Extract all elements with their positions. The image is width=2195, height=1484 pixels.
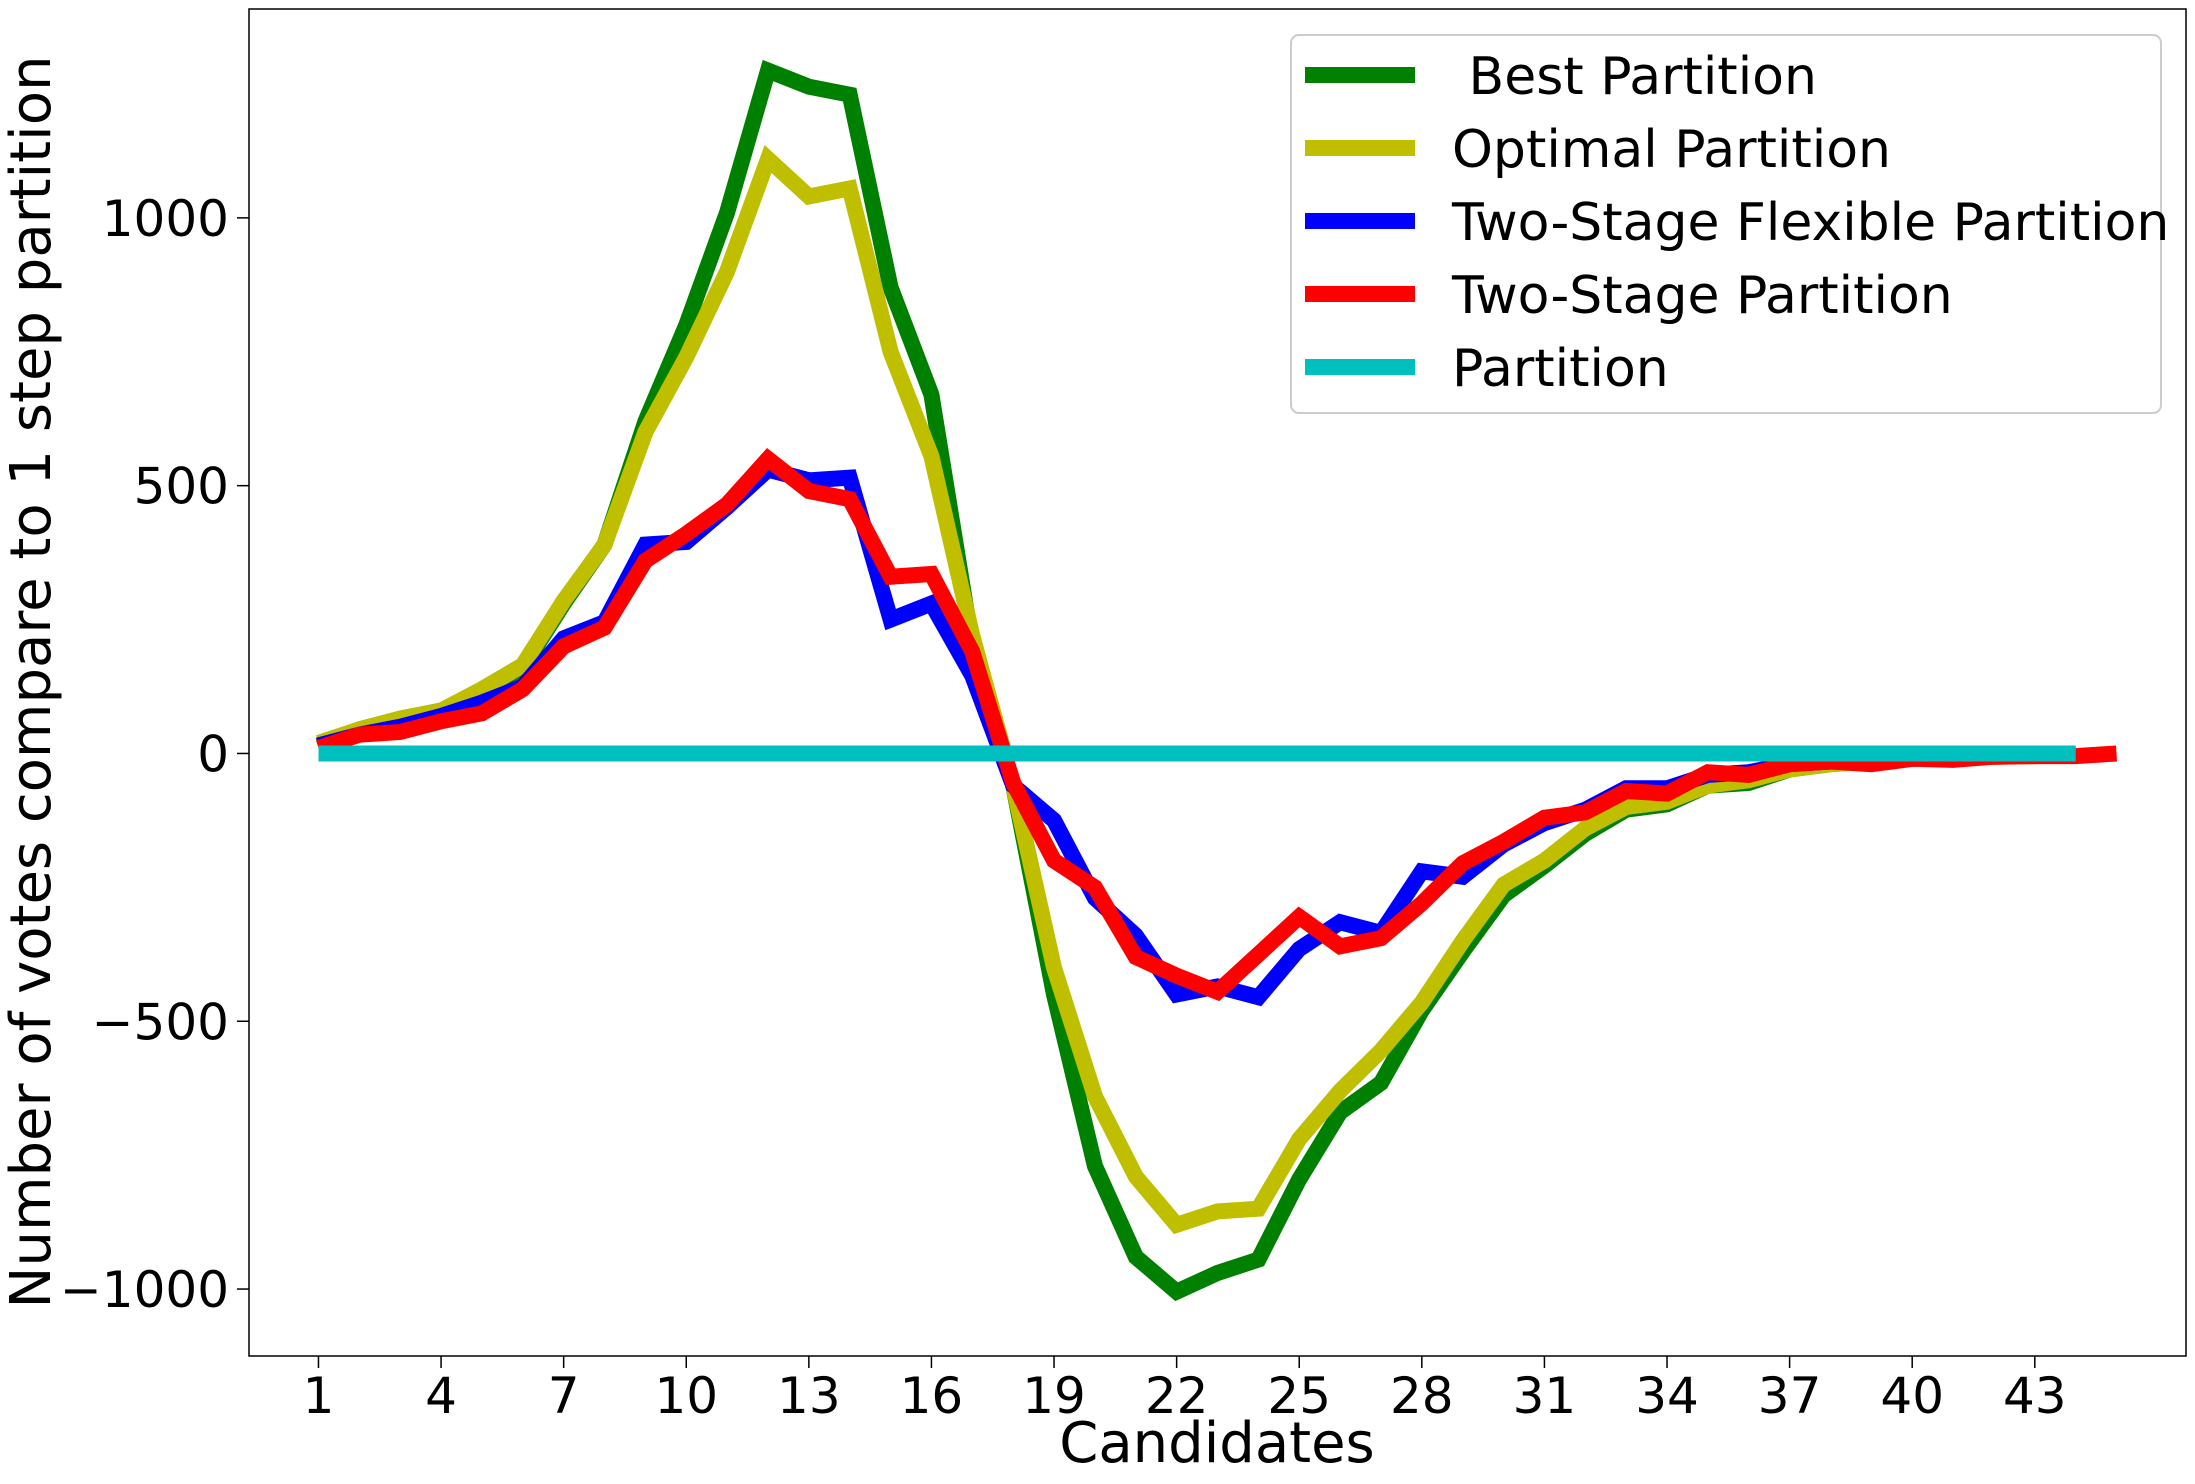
x-tick-label: 34 [1635, 1367, 1699, 1425]
x-tick-label: 7 [548, 1367, 580, 1425]
y-axis: −1000 −500 0 500 1000 [60, 190, 249, 1319]
x-tick-label: 28 [1390, 1367, 1454, 1425]
x-tick-label: 16 [900, 1367, 964, 1425]
legend: Best Partition Optimal Partition Two-Stage… [1290, 34, 2169, 414]
y-axis-title: Number of votes compare to 1 step partit… [0, 56, 64, 1309]
x-tick-label: 31 [1513, 1367, 1577, 1425]
y-tick-label: −1000 [60, 1261, 229, 1319]
x-tick-label: 1 [303, 1367, 335, 1425]
x-tick-label: 25 [1267, 1367, 1331, 1425]
legend-label-best-partition: Best Partition [1452, 47, 1817, 107]
plot-frame [248, 8, 2187, 1357]
legend-label-two-stage-flexible-partition: Two-Stage Flexible Partition [1451, 193, 2169, 253]
x-tick-label: 37 [1758, 1367, 1822, 1425]
x-tick-label: 22 [1145, 1367, 1209, 1425]
legend-label-two-stage-partition: Two-Stage Partition [1451, 266, 1953, 326]
x-tick-label: 13 [777, 1367, 841, 1425]
y-tick-label: 500 [134, 458, 229, 516]
series-line-two-stage-partition [316, 447, 2118, 1002]
legend-items: Best Partition Optimal Partition Two-Stage… [1305, 47, 2169, 399]
x-tick-label: 40 [1880, 1367, 1944, 1425]
series-layer [315, 59, 2118, 1302]
x-tick-label: 4 [425, 1367, 457, 1425]
y-tick-label: 0 [197, 725, 229, 783]
x-axis: 1 4 7 10 13 16 19 22 25 28 31 34 37 40 43 [303, 1356, 2067, 1425]
legend-label-optimal-partition: Optimal Partition [1452, 120, 1891, 180]
x-tick-label: 10 [654, 1367, 718, 1425]
x-tick-label: 19 [1022, 1367, 1086, 1425]
legend-box [1290, 34, 2162, 414]
legend-label-partition: Partition [1452, 339, 1669, 399]
x-axis-title: Candidates [1059, 1411, 1374, 1476]
y-tick-label: −500 [92, 993, 229, 1051]
x-tick-label: 43 [2003, 1367, 2067, 1425]
y-tick-label: 1000 [102, 190, 229, 248]
